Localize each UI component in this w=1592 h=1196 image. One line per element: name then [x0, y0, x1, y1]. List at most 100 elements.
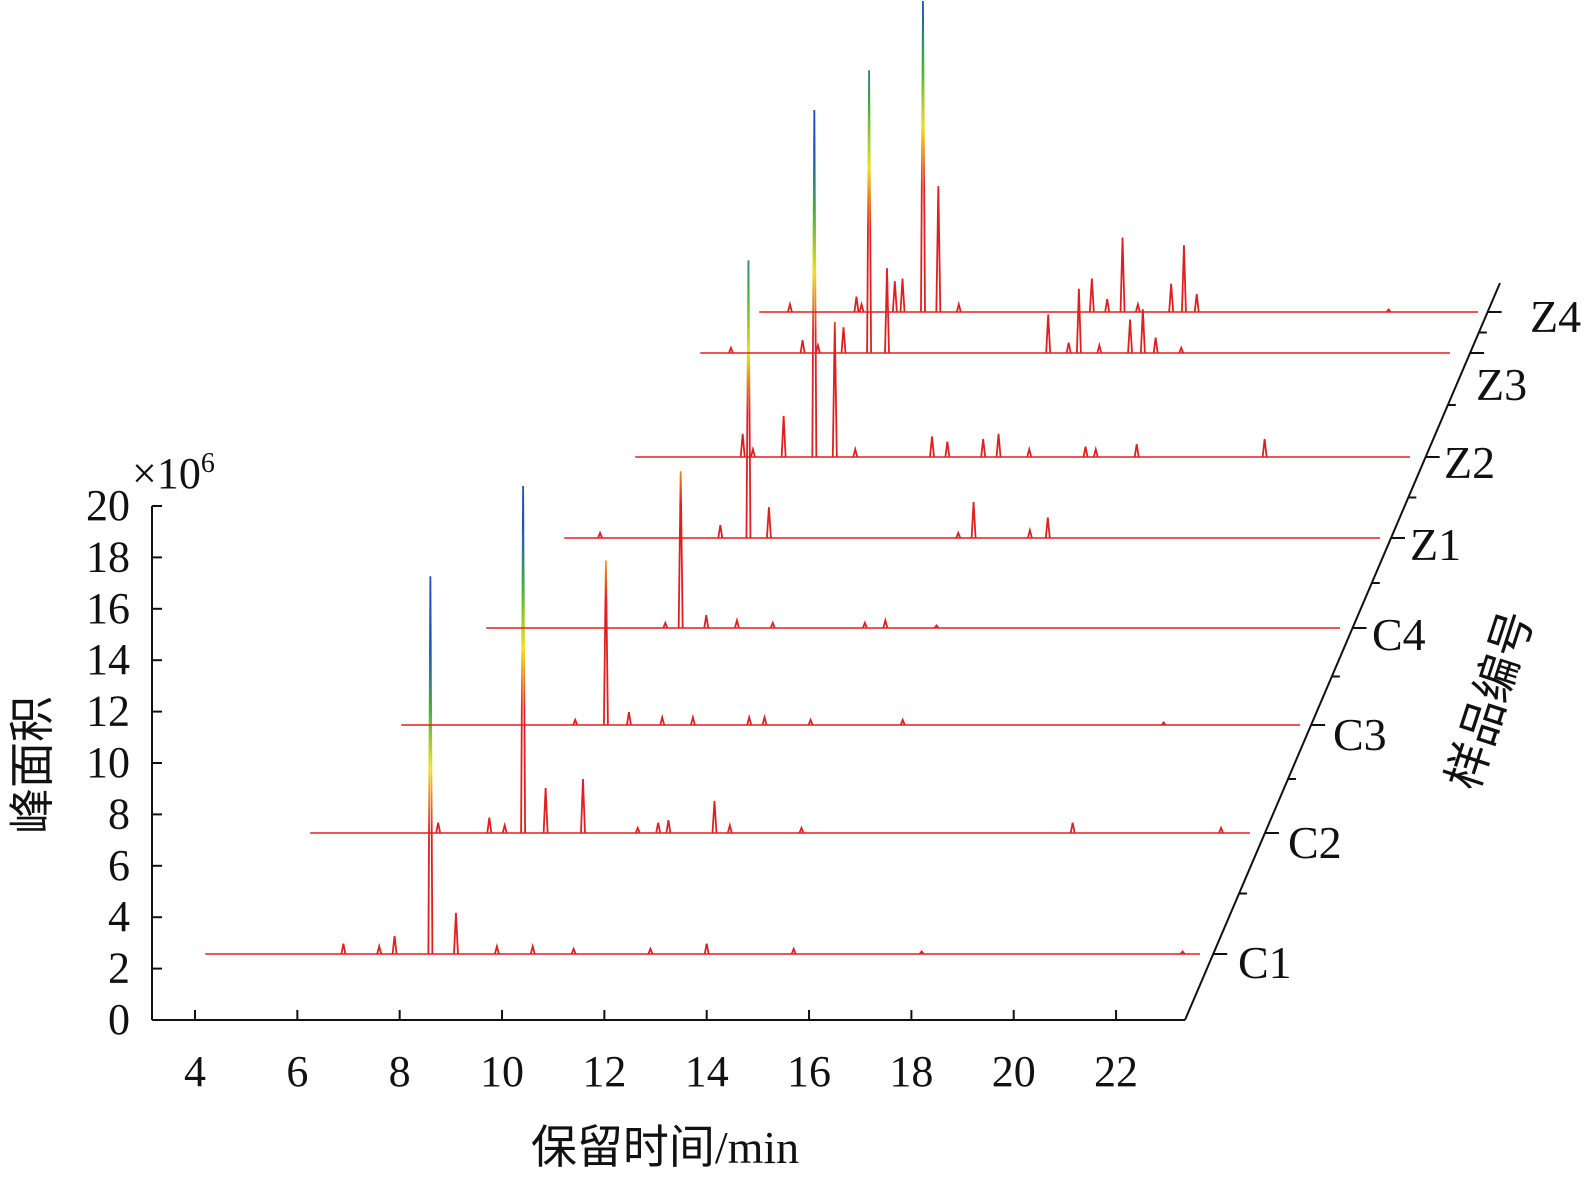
peak [662, 620, 669, 629]
peak [761, 713, 768, 726]
peak [453, 912, 459, 955]
peak [665, 820, 672, 834]
peak [634, 825, 641, 834]
trace-C4 [486, 471, 1340, 629]
depth-axis-line [1184, 282, 1501, 1021]
peak [376, 942, 383, 955]
peak [1069, 822, 1076, 834]
peak [862, 620, 868, 629]
peak [1092, 445, 1099, 458]
peak [746, 713, 753, 726]
peak [1119, 237, 1126, 313]
y-tick-label: 8 [108, 789, 130, 838]
peak [1193, 293, 1200, 313]
peak [739, 433, 746, 458]
peak [1179, 949, 1186, 955]
peak [955, 300, 962, 313]
peak [1261, 438, 1268, 458]
y-multiplier: ×106 [132, 448, 215, 498]
peak [899, 278, 906, 313]
peak [884, 268, 890, 354]
peak [542, 787, 549, 834]
x-tick-label: 6 [286, 1047, 308, 1096]
peak [1096, 341, 1103, 354]
peak [1088, 278, 1095, 313]
peak [866, 70, 872, 354]
sample-label-C4: C4 [1372, 609, 1426, 660]
peak [815, 341, 821, 354]
peak [970, 501, 977, 539]
peak [1152, 337, 1159, 354]
y-tick-label: 0 [108, 995, 130, 1044]
y-tick-label: 2 [108, 944, 130, 993]
peak [882, 616, 889, 629]
peak [726, 821, 733, 834]
peak [1135, 300, 1141, 313]
peak [1139, 309, 1146, 354]
axes [151, 282, 1501, 1021]
peak [995, 433, 1002, 458]
peak [891, 281, 898, 313]
y-tick-label: 18 [86, 532, 130, 581]
peak [1133, 444, 1140, 458]
peak [391, 935, 398, 955]
peak [655, 822, 662, 834]
peak [1160, 720, 1167, 726]
peak [647, 946, 654, 955]
y-tick-label: 12 [86, 687, 130, 736]
sample-label-Z3: Z3 [1476, 359, 1527, 410]
peak [929, 436, 935, 458]
peak [659, 713, 666, 726]
peak [790, 946, 797, 955]
peak [1178, 345, 1185, 354]
sample-label-Z2: Z2 [1444, 437, 1495, 488]
peak [852, 445, 859, 458]
peak [918, 949, 925, 955]
y-tick-label: 14 [86, 635, 130, 684]
peak [920, 1, 926, 313]
peak [1026, 445, 1033, 458]
peak [799, 340, 806, 354]
peak [494, 942, 500, 955]
peak [769, 620, 776, 629]
peak [486, 817, 493, 834]
y-axis-title: 峰面积 [7, 696, 58, 834]
peak [677, 471, 684, 629]
peak [811, 110, 818, 458]
peak [1168, 283, 1175, 313]
peak [435, 822, 442, 834]
trace-C3 [401, 560, 1300, 726]
peak [1027, 526, 1033, 539]
peak [1385, 307, 1392, 313]
peak [734, 616, 740, 629]
trace-Z1 [564, 260, 1380, 539]
peak [703, 943, 710, 955]
x-tick-label: 18 [889, 1047, 933, 1096]
peak [787, 300, 793, 313]
peak [717, 525, 724, 539]
y-tick-label: 6 [108, 841, 130, 890]
peak [766, 507, 772, 539]
x-tick-label: 22 [1094, 1047, 1138, 1096]
peak [626, 712, 632, 726]
peak [1218, 825, 1224, 834]
peak [728, 345, 734, 354]
peak [580, 778, 586, 834]
peak [703, 615, 710, 629]
trace-Z3 [700, 70, 1450, 354]
x-tick-label: 4 [184, 1047, 206, 1096]
sample-traces [205, 1, 1478, 955]
peak [1181, 245, 1187, 313]
x-axis-title: 保留时间/min [531, 1122, 799, 1173]
peak [955, 530, 962, 539]
y-tick-label: 10 [86, 738, 130, 787]
trace-Z4 [759, 1, 1478, 313]
peak [840, 327, 847, 354]
peak [340, 943, 347, 955]
z-axis-title: 样品编号 [1438, 605, 1543, 796]
peak [597, 530, 603, 539]
peak [690, 713, 696, 726]
